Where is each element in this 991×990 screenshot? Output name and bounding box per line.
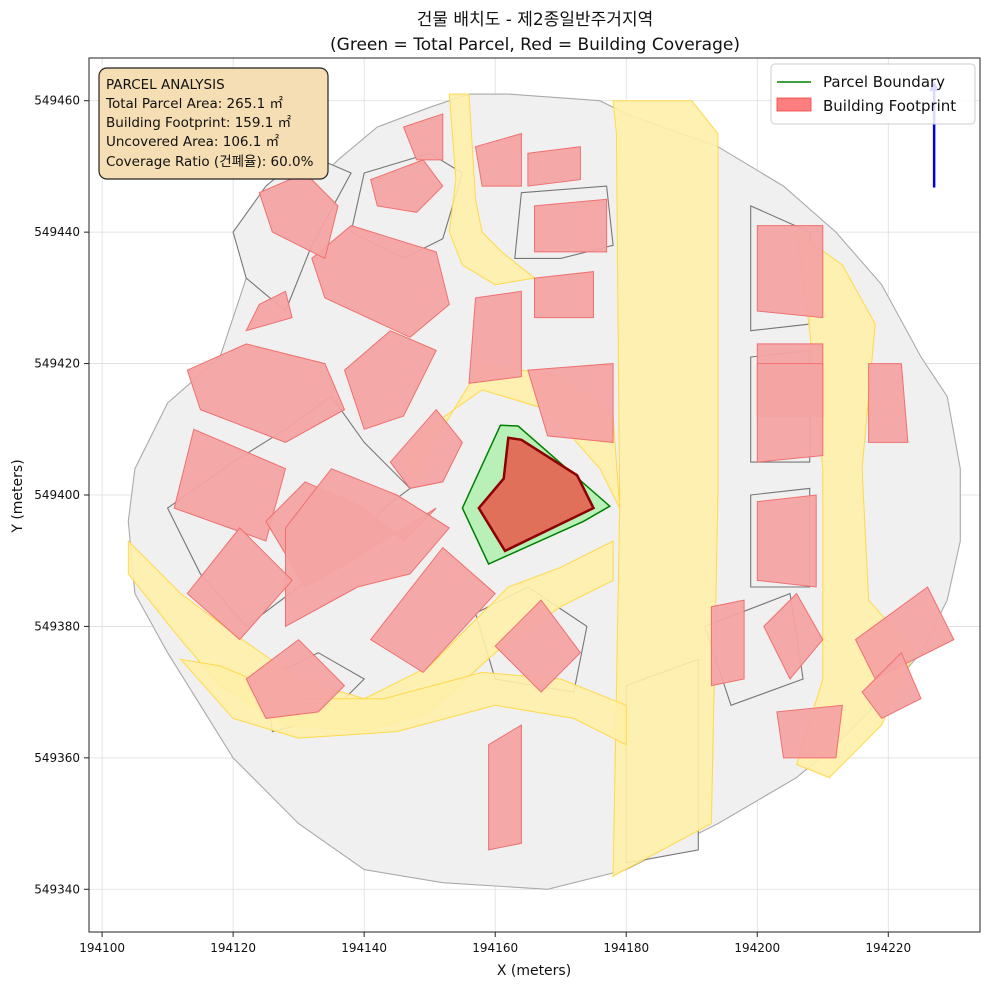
building <box>527 363 614 443</box>
legend-label-building: Building Footprint <box>823 97 956 115</box>
road <box>612 100 719 877</box>
legend-label-parcel: Parcel Boundary <box>823 73 945 91</box>
building <box>311 225 450 338</box>
building <box>370 159 444 213</box>
building <box>245 638 346 719</box>
y-tick-label: 549380 <box>34 619 80 633</box>
building <box>756 225 824 319</box>
legend: Parcel Boundary Building Footprint <box>770 63 976 125</box>
info-line-heading: PARCEL ANALYSIS <box>106 77 225 93</box>
x-tick-label: 194120 <box>210 941 256 955</box>
building <box>468 290 522 384</box>
target-building <box>477 436 596 553</box>
y-tick-label: 549440 <box>34 225 80 239</box>
chart-title-group: 건물 배치도 - 제2종일반주거지역 (Green = Total Parcel… <box>330 10 740 55</box>
info-line-total-area: Total Parcel Area: 265.1 ㎡ <box>105 96 283 112</box>
building <box>854 586 955 680</box>
building <box>534 198 608 253</box>
y-tick-label: 549460 <box>34 94 80 108</box>
building <box>474 132 522 187</box>
legend-box <box>770 63 976 125</box>
building <box>488 724 522 851</box>
building <box>186 343 346 443</box>
x-axis-title: X (meters) <box>497 963 571 979</box>
building <box>534 271 594 319</box>
building <box>868 363 909 443</box>
x-axis-ticks: 194100 194120 194140 194160 194180 194200 1942… <box>79 932 911 955</box>
info-box-background <box>98 67 329 180</box>
building <box>527 146 581 187</box>
building <box>369 546 496 674</box>
building <box>343 330 437 430</box>
building <box>285 468 451 628</box>
chart-subtitle: (Green = Total Parcel, Red = Building Co… <box>330 35 740 55</box>
legend-swatch-building <box>776 97 812 112</box>
info-line-footprint: Building Footprint: 159.1 ㎡ <box>106 115 292 131</box>
building <box>756 363 824 463</box>
parcel-analysis-box: PARCEL ANALYSIS Total Parcel Area: 265.1… <box>98 67 329 180</box>
building-layer <box>173 113 955 851</box>
y-axis-title: Y (meters) <box>10 459 26 533</box>
chart-title: 건물 배치도 - 제2종일반주거지역 <box>417 10 653 30</box>
building <box>494 599 582 693</box>
building <box>710 599 745 687</box>
x-tick-label: 194220 <box>865 941 911 955</box>
x-tick-label: 194100 <box>79 941 125 955</box>
map-layers <box>127 81 961 890</box>
y-tick-label: 549360 <box>34 751 80 765</box>
x-tick-label: 194160 <box>472 941 518 955</box>
info-line-uncovered: Uncovered Area: 106.1 ㎡ <box>106 134 280 150</box>
building <box>173 428 287 542</box>
building <box>861 651 922 720</box>
y-tick-label: 549340 <box>34 882 80 896</box>
building <box>245 290 293 332</box>
building <box>258 172 339 260</box>
info-line-coverage: Coverage Ratio (건폐율): 60.0% <box>106 154 314 170</box>
x-tick-label: 194200 <box>734 941 780 955</box>
building <box>756 494 817 588</box>
building <box>402 113 444 161</box>
x-tick-label: 194140 <box>341 941 387 955</box>
y-tick-label: 549420 <box>34 357 80 371</box>
building <box>776 704 843 759</box>
building <box>389 408 463 489</box>
y-tick-label: 549400 <box>34 488 80 502</box>
building <box>186 527 293 641</box>
building <box>763 592 824 680</box>
y-axis-ticks: 549340 549360 549380 549400 549420 549440 5494… <box>34 94 89 896</box>
x-tick-label: 194180 <box>603 941 649 955</box>
